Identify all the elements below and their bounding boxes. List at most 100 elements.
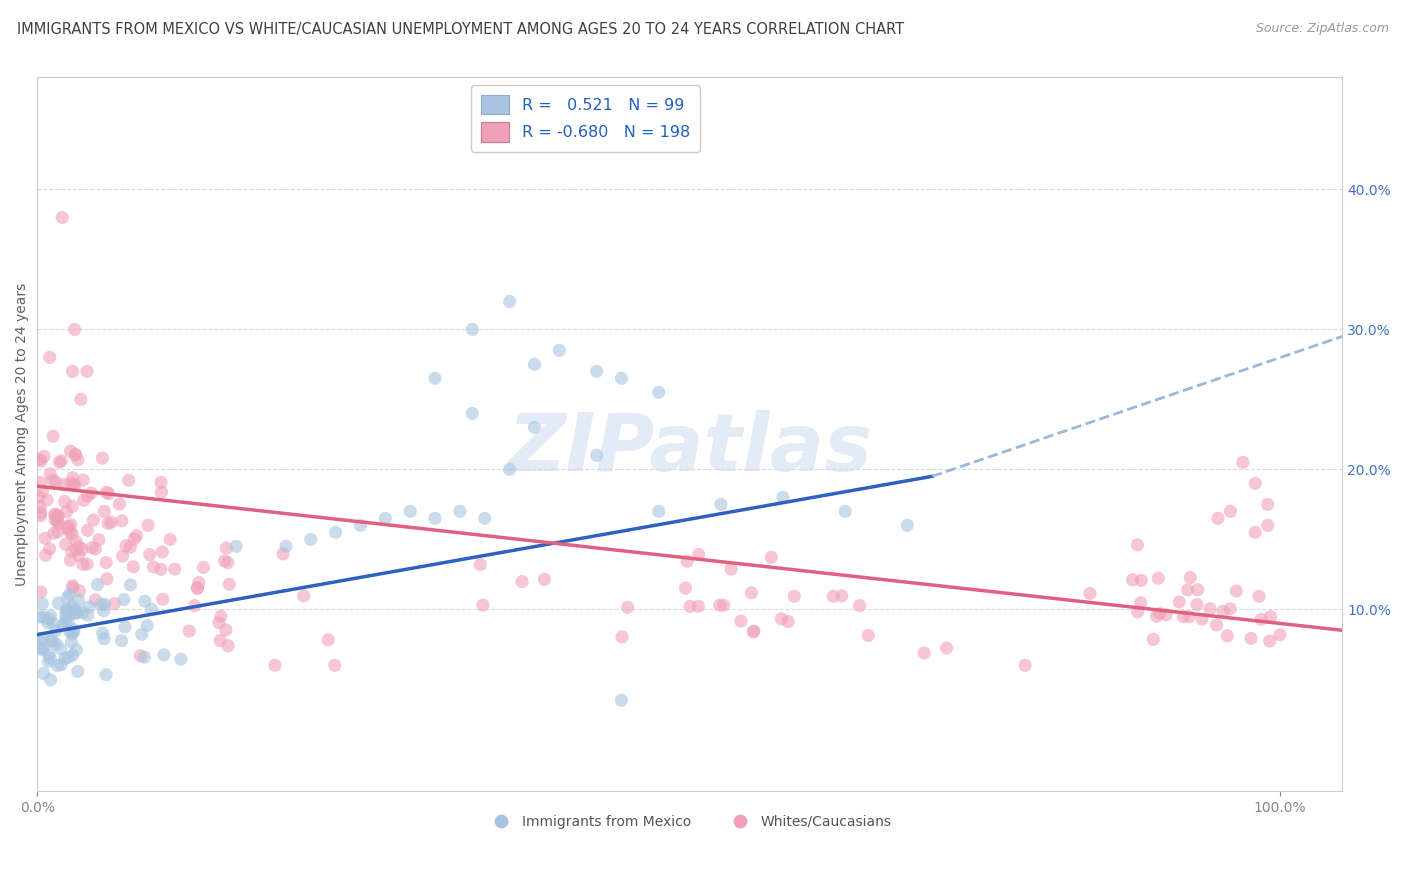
Point [60, 500, 83, 514]
Point [1126, 605, 1149, 619]
Point [523, 357, 546, 371]
Point [56, 591, 79, 605]
Point [65, 448, 87, 462]
Point [709, 598, 731, 612]
Point [59, 444, 82, 458]
Point [150, 545, 173, 559]
Point [1146, 609, 1168, 624]
Point [1129, 596, 1152, 610]
Point [45, 475, 67, 489]
Point [111, 549, 134, 563]
Point [32, 609, 55, 624]
Point [63, 479, 86, 493]
Point [42, 526, 65, 541]
Point [783, 590, 806, 604]
Point [34, 548, 56, 562]
Point [97, 516, 120, 531]
Point [713, 599, 735, 613]
Point [93, 632, 115, 646]
Point [676, 554, 699, 568]
Point [616, 600, 638, 615]
Point [1122, 573, 1144, 587]
Point [76, 557, 98, 571]
Point [67, 583, 90, 598]
Point [41, 633, 63, 648]
Point [1187, 582, 1209, 597]
Point [59, 517, 82, 532]
Point [150, 485, 173, 500]
Point [423, 511, 446, 525]
Point [46, 508, 69, 523]
Legend: Immigrants from Mexico, Whites/Caucasians: Immigrants from Mexico, Whites/Caucasian… [482, 809, 897, 834]
Point [63, 607, 86, 621]
Point [474, 511, 496, 525]
Point [218, 577, 240, 591]
Point [59, 525, 82, 540]
Point [740, 586, 762, 600]
Point [217, 556, 239, 570]
Point [42, 429, 65, 443]
Point [770, 612, 793, 626]
Point [710, 497, 733, 511]
Point [63, 602, 86, 616]
Point [610, 693, 633, 707]
Point [42, 616, 65, 631]
Point [90, 598, 112, 612]
Point [1225, 584, 1247, 599]
Point [67, 540, 90, 554]
Point [59, 624, 82, 639]
Point [325, 525, 347, 540]
Point [122, 532, 145, 546]
Point [46, 524, 69, 539]
Point [193, 560, 215, 574]
Point [129, 648, 152, 663]
Point [62, 648, 84, 663]
Point [60, 545, 83, 559]
Point [60, 527, 83, 541]
Point [76, 608, 98, 623]
Point [46, 509, 69, 524]
Point [299, 533, 322, 547]
Point [48, 455, 70, 469]
Point [142, 560, 165, 574]
Point [34, 531, 56, 545]
Point [742, 624, 765, 639]
Point [108, 497, 131, 511]
Point [153, 648, 176, 662]
Point [1178, 609, 1201, 624]
Point [1232, 455, 1254, 469]
Point [648, 504, 671, 518]
Point [55, 603, 77, 617]
Point [323, 658, 346, 673]
Point [39, 467, 62, 481]
Point [183, 599, 205, 613]
Point [76, 524, 98, 538]
Point [46, 514, 69, 528]
Point [111, 514, 134, 528]
Point [49, 641, 72, 656]
Point [498, 462, 520, 476]
Point [778, 615, 800, 629]
Point [831, 589, 853, 603]
Point [53, 494, 76, 508]
Point [730, 614, 752, 628]
Point [858, 628, 880, 642]
Point [120, 541, 142, 555]
Point [834, 504, 856, 518]
Point [55, 611, 77, 625]
Point [62, 364, 84, 378]
Point [55, 607, 77, 621]
Point [523, 420, 546, 434]
Point [41, 474, 63, 488]
Point [66, 665, 89, 679]
Point [225, 539, 247, 553]
Point [49, 454, 72, 468]
Point [49, 657, 72, 672]
Point [60, 635, 83, 649]
Point [1180, 570, 1202, 584]
Point [1258, 634, 1281, 648]
Point [69, 392, 91, 407]
Point [610, 630, 633, 644]
Point [896, 518, 918, 533]
Point [772, 491, 794, 505]
